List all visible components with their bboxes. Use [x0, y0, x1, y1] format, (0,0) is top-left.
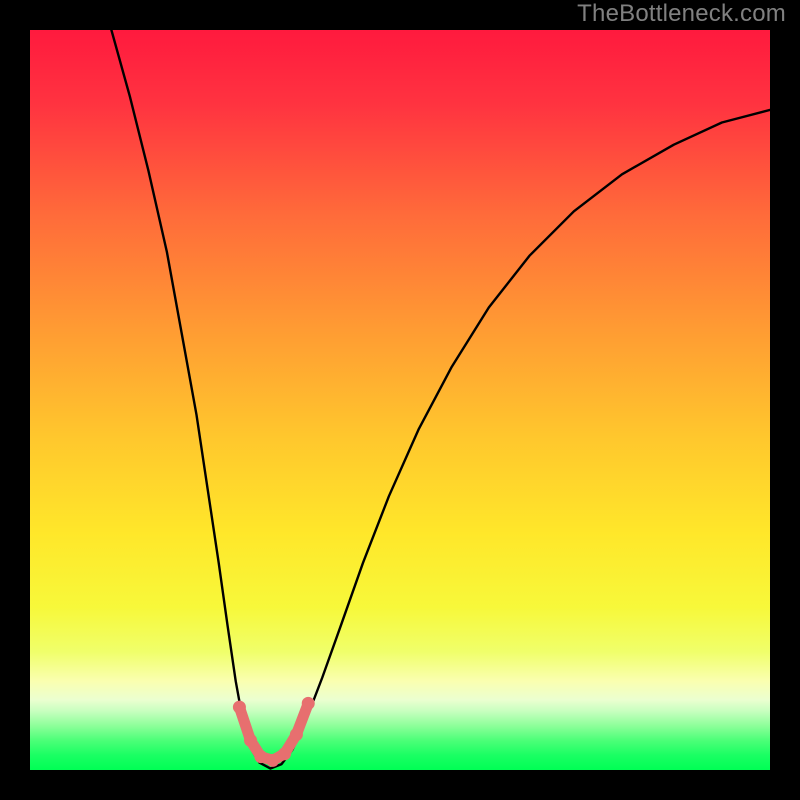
- chart-svg: [30, 30, 770, 770]
- marker-dot: [254, 750, 267, 763]
- marker-dot: [290, 728, 303, 741]
- marker-dot: [233, 701, 246, 714]
- marker-dot: [266, 754, 279, 767]
- watermark-text: TheBottleneck.com: [577, 0, 786, 28]
- plot-area: [30, 30, 770, 770]
- marker-dot: [278, 747, 291, 760]
- marker-dot: [244, 734, 257, 747]
- stage: TheBottleneck.com: [0, 0, 800, 800]
- bottleneck-curve: [111, 30, 770, 769]
- marker-dot: [302, 697, 315, 710]
